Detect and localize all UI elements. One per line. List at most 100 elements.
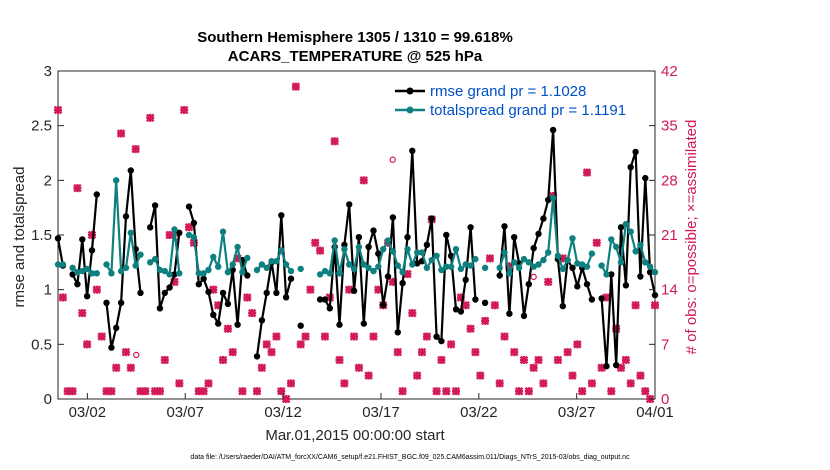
- totalspread-point: [613, 243, 620, 251]
- rmse-point: [346, 201, 353, 208]
- rmse-point: [438, 337, 445, 345]
- rmse-point: [365, 243, 372, 251]
- obs-assimilated-marker: [490, 301, 500, 310]
- totalspread-point: [414, 249, 421, 256]
- totalspread-point: [156, 266, 164, 274]
- rmse-point: [608, 271, 615, 278]
- obs-assimilated-marker: [514, 386, 524, 396]
- totalspread-point: [380, 246, 387, 253]
- totalspread-point: [651, 269, 659, 276]
- obs-assimilated-marker: [539, 379, 548, 388]
- totalspread-point: [103, 261, 110, 268]
- rmse-point: [282, 294, 290, 301]
- obs-assimilated-marker: [422, 332, 432, 341]
- x-tick-label: 03/12: [264, 404, 302, 421]
- totalspread-point: [622, 220, 630, 228]
- totalspread-point: [535, 261, 542, 268]
- obs-assimilated-marker: [155, 386, 165, 396]
- totalspread-point: [554, 252, 562, 259]
- rmse-point: [501, 223, 508, 230]
- rmse-point: [156, 305, 164, 312]
- rmse-point: [287, 275, 295, 282]
- totalspread-point: [423, 264, 431, 271]
- rmse-point: [569, 264, 576, 271]
- rmse-point: [423, 241, 431, 248]
- obs-assimilated-marker: [252, 386, 262, 396]
- rmse-point: [137, 289, 144, 297]
- totalspread-point: [176, 270, 183, 277]
- totalspread-point: [452, 246, 460, 253]
- totalspread-point: [341, 246, 348, 253]
- totalspread-point: [433, 252, 440, 259]
- y-right-tick-label: 21: [661, 227, 678, 244]
- rmse-point: [433, 333, 440, 340]
- totalspread-point: [350, 265, 358, 273]
- rmse-point: [147, 224, 154, 231]
- x-tick-label: 03/17: [362, 404, 400, 421]
- obs-assimilated-marker: [141, 386, 150, 396]
- rmse-point: [224, 300, 232, 308]
- rmse-point: [93, 191, 101, 198]
- obs-assimilated-marker: [349, 332, 359, 341]
- legend: rmse grand pr = 1.1028 totalspread grand…: [395, 83, 626, 119]
- totalspread-point: [224, 269, 232, 276]
- rmse-point: [258, 317, 266, 324]
- rmse-point: [559, 302, 566, 310]
- totalspread-point: [564, 256, 571, 264]
- totalspread-point: [69, 264, 76, 271]
- obs-assimilated-marker: [315, 246, 325, 255]
- obs-assimilated-marker: [335, 355, 344, 365]
- obs-possible-marker: [530, 273, 537, 281]
- totalspread-point: [321, 267, 329, 275]
- obs-assimilated-marker: [199, 386, 208, 396]
- totalspread-point: [200, 270, 207, 277]
- obs-assimilated-marker: [73, 183, 82, 193]
- rmse-point: [467, 224, 474, 231]
- obs-assimilated-marker: [218, 355, 228, 365]
- rmse-point: [370, 227, 377, 234]
- obs-assimilated-marker: [621, 355, 631, 365]
- rmse-point: [215, 320, 222, 327]
- y-left-tick-label: 0: [44, 391, 52, 408]
- chart-title-line1: Southern Hemisphere 1305 / 1310 = 99.618…: [197, 29, 513, 46]
- y-left-tick-label: 2.5: [31, 118, 52, 135]
- rmse-point: [108, 344, 115, 351]
- x-tick-label: 03/27: [558, 404, 596, 421]
- obs-assimilated-marker: [272, 332, 281, 341]
- data-file-footnote: data file: /Users/raeder/DAI/ATM_forcXX/…: [190, 454, 630, 461]
- obs-assimilated-marker: [121, 347, 131, 357]
- totalspread-point: [83, 265, 91, 273]
- y-left-tick-label: 0.5: [31, 336, 52, 353]
- rmse-point: [273, 289, 280, 297]
- rmse-point: [613, 361, 620, 369]
- obs-assimilated-marker: [116, 129, 126, 138]
- obs-assimilated-marker: [592, 238, 602, 248]
- totalspread-point: [229, 261, 236, 268]
- rmse-line: [255, 214, 293, 357]
- totalspread-point: [472, 255, 479, 263]
- rmse-point: [113, 324, 120, 332]
- totalspread-point: [438, 266, 445, 274]
- rmse-point: [394, 329, 401, 336]
- totalspread-point: [205, 266, 212, 274]
- totalspread-point: [268, 258, 275, 265]
- totalspread-point: [418, 249, 426, 256]
- totalspread-point: [627, 228, 634, 235]
- axis-ticks: 0 0.5 1 1.5 2 2.5 3 0 7 14 21 28 35 42 03/02 03/07 03/12…: [31, 63, 678, 421]
- totalspread-point: [185, 231, 193, 239]
- totalspread-point: [108, 270, 115, 277]
- rmse-point: [166, 284, 173, 291]
- rmse-point: [69, 271, 76, 278]
- obs-assimilated-marker: [466, 324, 475, 333]
- rmse-point: [520, 312, 528, 320]
- obs-assimilated-marker: [524, 386, 534, 396]
- rmse-point: [219, 289, 227, 297]
- obs-assimilated-marker: [277, 386, 286, 396]
- totalspread-point: [365, 264, 372, 271]
- totalspread-point: [540, 256, 547, 264]
- obs-assimilated-marker: [417, 347, 427, 357]
- obs-assimilated-marker: [107, 386, 116, 396]
- x-axis-label: Mar.01,2015 00:00:00 start: [265, 427, 445, 444]
- totalspread-point: [642, 259, 649, 266]
- y-left-tick-label: 1.5: [31, 227, 52, 244]
